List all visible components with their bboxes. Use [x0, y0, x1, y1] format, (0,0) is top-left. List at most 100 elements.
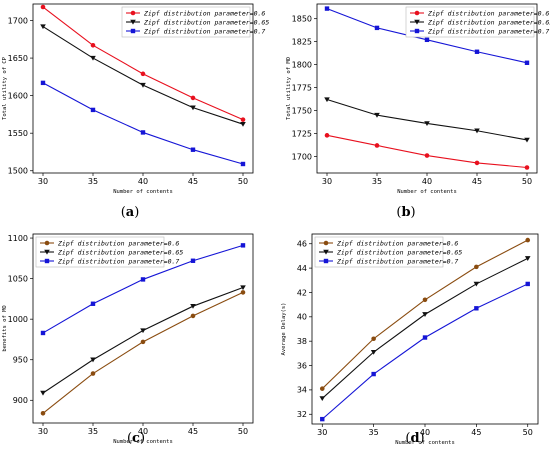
data-point — [422, 335, 428, 340]
series-2 — [319, 256, 531, 402]
data-point — [422, 297, 428, 303]
y-tick-label: 38 — [297, 337, 307, 346]
data-point — [424, 37, 430, 43]
panel-caption: (a) — [121, 205, 140, 220]
data-point — [90, 55, 96, 61]
x-tick-label: 35 — [88, 427, 98, 436]
y-tick-label: 34 — [297, 386, 307, 395]
y-axis-title: Total utility of CP — [2, 56, 8, 120]
chart-b: 30 35 40 45 50 1700 1725 1750 1775 1800 1825 1850 Nu… — [286, 3, 550, 220]
chart-d: 30 35 40 45 50 32 34 36 38 40 42 44 46 Number of cont… — [281, 233, 539, 446]
data-point — [140, 82, 146, 88]
y-tick-label: 36 — [297, 361, 307, 370]
x-tick-label: 50 — [522, 177, 532, 186]
data-point — [524, 137, 530, 143]
data-point — [371, 371, 376, 377]
chart-panel-b: 30 35 40 45 50 1700 1725 1750 1775 1800 1825 1850 Nu… — [275, 0, 550, 226]
x-tick-label: 35 — [372, 177, 382, 186]
legend-entry: Zipf distribution parameter=0.65 — [57, 248, 183, 256]
data-point — [474, 128, 480, 134]
panel-caption: (d) — [405, 431, 424, 446]
data-point — [240, 243, 246, 248]
data-point — [319, 386, 325, 391]
legend-marker — [323, 240, 329, 246]
data-point — [240, 121, 246, 127]
legend-entry: Zipf distribution parameter=0.7 — [427, 27, 549, 35]
series-line — [42, 82, 244, 165]
series-line — [42, 291, 244, 414]
y-axis-title: benefits of MO — [2, 305, 8, 351]
series-1 — [324, 133, 530, 170]
x-tick-label: 50 — [238, 177, 248, 186]
y-tick-label: 1800 — [292, 60, 312, 69]
series-3 — [320, 281, 530, 422]
y-tick-label: 42 — [297, 288, 307, 297]
y-tick-label: 40 — [297, 313, 307, 322]
y-tick-label: 1825 — [292, 37, 312, 46]
y-tick-label: 44 — [297, 264, 307, 273]
series-2 — [40, 285, 246, 396]
x-axis-title: Number of contents — [113, 439, 173, 445]
data-point — [424, 153, 430, 158]
x-tick-label: 30 — [322, 177, 332, 186]
data-point — [324, 133, 330, 138]
x-tick-label: 40 — [420, 428, 430, 437]
legend-marker — [44, 258, 50, 264]
legend-entry: Zipf distribution parameter=0.7 — [336, 257, 458, 265]
data-point — [90, 371, 96, 376]
x-tick-label: 45 — [188, 177, 198, 186]
series-1 — [40, 290, 246, 416]
data-point — [371, 336, 376, 342]
legend-marker — [44, 240, 50, 246]
data-point — [140, 328, 146, 334]
data-point — [324, 97, 330, 103]
x-tick-label: 40 — [138, 427, 148, 436]
y-tick-label: 1750 — [292, 106, 312, 115]
series-3 — [324, 6, 530, 65]
data-point — [240, 161, 246, 167]
y-tick-label: 1500 — [8, 167, 28, 176]
y-tick-label: 32 — [297, 410, 307, 419]
y-tick-label: 1050 — [8, 274, 28, 283]
data-point — [190, 303, 196, 309]
x-axis-title: Number of contents — [397, 189, 457, 195]
data-point — [474, 306, 479, 311]
x-tick-label: 45 — [472, 177, 482, 186]
x-tick-label: 30 — [38, 427, 48, 436]
data-point — [40, 80, 46, 86]
data-point — [140, 71, 146, 77]
x-tick-label: 45 — [188, 427, 198, 436]
series-line — [321, 257, 528, 399]
data-point — [525, 281, 530, 287]
data-point — [422, 312, 428, 317]
data-point — [90, 107, 96, 113]
data-point — [90, 357, 96, 363]
legend-entry: Zipf distribution parameter=0.7 — [57, 257, 179, 265]
data-point — [190, 95, 196, 101]
series-line — [321, 283, 528, 420]
data-point — [474, 49, 480, 54]
series-1 — [319, 237, 531, 391]
data-point — [324, 6, 330, 11]
y-tick-label: 950 — [13, 356, 28, 365]
data-point — [140, 339, 146, 345]
series-2 — [40, 24, 246, 127]
data-point — [319, 396, 326, 402]
data-point — [90, 301, 96, 306]
y-tick-label: 1000 — [8, 315, 28, 324]
legend-entry: Zipf distribution parameter=0.65 — [336, 248, 462, 256]
data-point — [40, 4, 46, 10]
legend-marker — [130, 10, 136, 16]
data-point — [190, 147, 196, 152]
legend-marker — [414, 19, 420, 25]
panel-caption: (c) — [127, 431, 145, 446]
series-3 — [40, 243, 246, 336]
legend-entry: Zipf distribution parameter=0.6 — [143, 9, 265, 17]
chart-panel-a: 30 35 40 45 50 1500 1550 1600 1650 1700 Number of … — [0, 0, 275, 226]
data-point — [524, 60, 530, 65]
data-point — [240, 117, 246, 122]
data-point — [374, 143, 380, 148]
